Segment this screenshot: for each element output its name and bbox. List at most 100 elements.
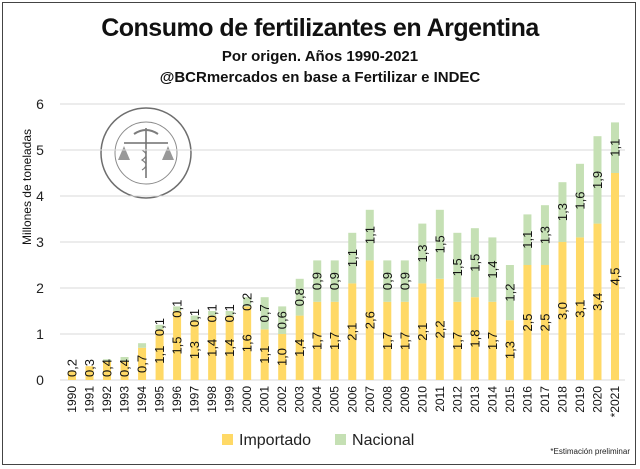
x-tick-label: 2017 <box>538 386 552 413</box>
bar-nacional <box>400 260 409 302</box>
bar-importado <box>103 361 112 380</box>
data-label-nacional: 1,3 <box>537 226 552 244</box>
bar-nacional <box>453 232 462 302</box>
data-label-nacional: 1,5 <box>432 235 447 253</box>
x-tick-label: 1992 <box>100 386 114 413</box>
data-label-importado: 1,7 <box>327 332 342 350</box>
x-tick-label: 1991 <box>83 386 97 413</box>
bar-nacional <box>103 359 112 362</box>
data-label-importado: 1,8 <box>467 330 482 348</box>
bar-importado <box>243 306 252 380</box>
footnote: *Estimación preliminar <box>550 447 630 456</box>
bar-importado <box>120 361 129 380</box>
data-label-importado: 2,6 <box>362 311 377 329</box>
data-label-nacional: 1,1 <box>608 139 623 157</box>
bar-nacional <box>173 306 182 311</box>
bar-nacional <box>208 311 217 316</box>
bar-nacional <box>383 260 392 302</box>
bar-importado <box>453 301 462 380</box>
data-label-importado: 1,1 <box>152 346 167 364</box>
legend-swatch-importado <box>222 434 233 445</box>
data-label-nacional: 1,2 <box>502 284 517 302</box>
y-tick-label: 6 <box>36 96 44 112</box>
bar-importado <box>488 301 497 380</box>
legend-swatch-nacional <box>335 434 347 445</box>
data-label-importado: 0,7 <box>135 355 150 373</box>
bar-importado <box>365 260 374 380</box>
data-label-importado: 0,3 <box>82 359 97 377</box>
x-tick-label: *2021 <box>608 386 622 418</box>
data-label-nacional: 1,3 <box>415 244 430 262</box>
data-label-nacional: 1,1 <box>520 231 535 249</box>
x-tick-label: 2014 <box>485 386 499 413</box>
data-label-nacional: 0,1 <box>187 309 202 327</box>
data-label-nacional: 0,8 <box>292 288 307 306</box>
bar-importado <box>348 283 357 380</box>
data-label-importado: 1,7 <box>310 332 325 350</box>
bar-nacional <box>138 343 147 348</box>
data-label-importado: 1,7 <box>485 332 500 350</box>
data-label-importado: 1,1 <box>257 346 272 364</box>
bar-importado <box>523 265 532 380</box>
data-label-importado: 2,5 <box>520 313 535 331</box>
x-tick-label: 2008 <box>380 386 394 413</box>
data-label-nacional: 1,5 <box>450 258 465 276</box>
bar-importado <box>470 297 479 380</box>
data-label-nacional: 0,9 <box>327 272 342 290</box>
data-label-importado: 1,4 <box>205 339 220 357</box>
bar-nacional <box>260 297 269 330</box>
data-label-importado: 3,4 <box>590 293 605 311</box>
bar-nacional <box>593 136 602 224</box>
x-tick-label: 2015 <box>503 386 517 413</box>
bar-nacional <box>313 260 322 302</box>
data-label-importado: 1,0 <box>275 348 290 366</box>
chart-title: Consumo de fertilizantes en Argentina <box>101 14 539 42</box>
x-tick-label: 2010 <box>415 386 429 413</box>
bar-nacional <box>365 209 374 261</box>
data-label-importado: 0,4 <box>117 359 132 377</box>
data-label-nacional: 0,1 <box>205 304 220 322</box>
x-tick-label: 1998 <box>205 386 219 413</box>
bar-nacional <box>435 209 444 279</box>
x-tick-label: 2001 <box>258 386 272 413</box>
y-tick-label: 0 <box>36 372 44 388</box>
data-label-importado: 0,4 <box>100 359 115 377</box>
data-label-nacional: 1,1 <box>345 249 360 267</box>
data-label-nacional: 0,1 <box>152 318 167 336</box>
bar-nacional <box>523 214 532 265</box>
data-label-nacional: 1,6 <box>572 192 587 210</box>
data-label-importado: 1,4 <box>292 339 307 357</box>
bar-importado <box>400 301 409 380</box>
bar-importado <box>190 320 199 380</box>
y-tick-label: 5 <box>36 142 44 158</box>
bar-nacional <box>575 163 584 238</box>
y-tick-label: 2 <box>36 280 44 296</box>
data-label-importado: 3,0 <box>555 302 570 320</box>
x-tick-label: 1993 <box>118 386 132 413</box>
data-label-nacional: 0,6 <box>275 311 290 329</box>
bar-importado <box>278 334 287 380</box>
x-tick-label: 2009 <box>398 386 412 413</box>
data-label-importado: 1,4 <box>222 339 237 357</box>
data-label-importado: 3,1 <box>572 300 587 318</box>
bar-nacional <box>505 265 514 321</box>
x-tick-label: 2002 <box>275 386 289 413</box>
chart-subtitle: Por origen. Años 1990-2021 <box>221 48 419 65</box>
data-label-nacional: 0,2 <box>240 293 255 311</box>
bar-nacional <box>190 315 199 321</box>
bar-importado <box>505 320 514 380</box>
data-label-importado: 1,7 <box>397 332 412 350</box>
chart-frame <box>2 2 636 465</box>
x-tick-label: 1997 <box>188 386 202 413</box>
x-tick-label: 2019 <box>573 386 587 413</box>
x-tick-label: 1990 <box>65 386 79 413</box>
x-tick-label: 2004 <box>310 386 324 413</box>
x-tick-label: 1996 <box>170 386 184 413</box>
data-label-importado: 2,1 <box>415 323 430 341</box>
data-label-nacional: 0,9 <box>310 272 325 290</box>
data-label-importado: 0,2 <box>65 359 80 377</box>
bar-importado <box>435 278 444 380</box>
data-label-importado: 2,2 <box>432 320 447 338</box>
x-tick-label: 2006 <box>345 386 359 413</box>
data-label-importado: 1,3 <box>502 341 517 359</box>
